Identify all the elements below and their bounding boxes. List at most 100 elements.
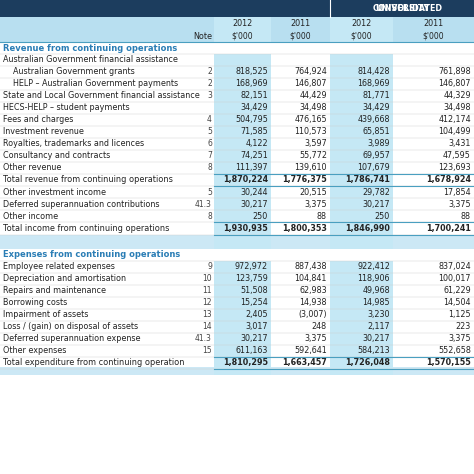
Text: HECS-HELP – student payments: HECS-HELP – student payments	[3, 103, 129, 112]
FancyBboxPatch shape	[330, 113, 393, 126]
FancyBboxPatch shape	[214, 137, 271, 149]
FancyBboxPatch shape	[214, 101, 271, 113]
Text: 14: 14	[202, 322, 212, 331]
Text: CONSOLIDATED: CONSOLIDATED	[373, 4, 443, 13]
FancyBboxPatch shape	[330, 297, 393, 309]
FancyBboxPatch shape	[214, 65, 271, 78]
FancyBboxPatch shape	[214, 320, 271, 332]
Text: UNIVERSITY: UNIVERSITY	[375, 4, 429, 13]
FancyBboxPatch shape	[330, 345, 393, 356]
Text: 30,217: 30,217	[363, 200, 390, 209]
Text: 110,573: 110,573	[294, 127, 327, 136]
Text: 761,898: 761,898	[438, 67, 471, 76]
Text: Note: Note	[193, 31, 212, 40]
FancyBboxPatch shape	[330, 284, 393, 297]
FancyBboxPatch shape	[214, 54, 271, 65]
Text: HELP – Australian Government payments: HELP – Australian Government payments	[3, 79, 178, 88]
Text: 12: 12	[202, 298, 212, 307]
Text: 552,658: 552,658	[438, 346, 471, 355]
FancyBboxPatch shape	[214, 261, 271, 273]
Text: 1,800,353: 1,800,353	[282, 224, 327, 233]
Text: Revenue from continuing operations: Revenue from continuing operations	[3, 44, 177, 53]
FancyBboxPatch shape	[0, 297, 474, 309]
FancyBboxPatch shape	[0, 261, 474, 273]
Text: 764,924: 764,924	[294, 67, 327, 76]
Text: 65,851: 65,851	[363, 127, 390, 136]
FancyBboxPatch shape	[330, 149, 393, 162]
FancyBboxPatch shape	[330, 273, 393, 284]
Text: Repairs and maintenance: Repairs and maintenance	[3, 286, 106, 295]
Text: 1,776,375: 1,776,375	[282, 175, 327, 184]
FancyBboxPatch shape	[0, 320, 474, 332]
FancyBboxPatch shape	[214, 173, 271, 186]
Text: 15,254: 15,254	[240, 298, 268, 307]
Text: 922,412: 922,412	[357, 262, 390, 271]
FancyBboxPatch shape	[330, 222, 393, 235]
Text: 818,525: 818,525	[235, 67, 268, 76]
Text: $'000: $'000	[290, 31, 311, 40]
Text: 3,375: 3,375	[448, 200, 471, 209]
Text: 1,846,990: 1,846,990	[345, 224, 390, 233]
FancyBboxPatch shape	[330, 198, 393, 210]
Text: 4: 4	[207, 115, 212, 124]
Text: 14,504: 14,504	[444, 298, 471, 307]
Text: 439,668: 439,668	[357, 115, 390, 124]
FancyBboxPatch shape	[330, 186, 393, 198]
Text: 611,163: 611,163	[236, 346, 268, 355]
Text: Fees and charges: Fees and charges	[3, 115, 73, 124]
FancyBboxPatch shape	[330, 356, 393, 369]
FancyBboxPatch shape	[330, 309, 393, 320]
FancyBboxPatch shape	[330, 137, 393, 149]
Text: 4,122: 4,122	[246, 139, 268, 148]
FancyBboxPatch shape	[214, 162, 271, 173]
FancyBboxPatch shape	[0, 356, 474, 369]
FancyBboxPatch shape	[214, 126, 271, 137]
Text: 1,125: 1,125	[448, 310, 471, 319]
Text: $'000: $'000	[423, 31, 444, 40]
Text: 139,610: 139,610	[294, 163, 327, 172]
FancyBboxPatch shape	[0, 30, 474, 42]
FancyBboxPatch shape	[0, 162, 474, 173]
Text: 248: 248	[312, 322, 327, 331]
Text: 972,972: 972,972	[235, 262, 268, 271]
Text: 30,217: 30,217	[363, 334, 390, 343]
FancyBboxPatch shape	[0, 235, 474, 248]
FancyBboxPatch shape	[0, 17, 474, 30]
Text: 1,810,295: 1,810,295	[223, 358, 268, 367]
Text: 100,017: 100,017	[438, 274, 471, 283]
Text: 412,174: 412,174	[438, 115, 471, 124]
FancyBboxPatch shape	[214, 235, 271, 248]
FancyBboxPatch shape	[330, 101, 393, 113]
Text: 69,957: 69,957	[362, 151, 390, 160]
Text: 47,595: 47,595	[443, 151, 471, 160]
Text: 88: 88	[461, 211, 471, 220]
FancyBboxPatch shape	[0, 149, 474, 162]
FancyBboxPatch shape	[214, 284, 271, 297]
Text: 123,759: 123,759	[235, 274, 268, 283]
Text: 10: 10	[202, 274, 212, 283]
Text: 8: 8	[207, 211, 212, 220]
FancyBboxPatch shape	[0, 198, 474, 210]
Text: Consultancy and contracts: Consultancy and contracts	[3, 151, 110, 160]
Text: 1,786,741: 1,786,741	[345, 175, 390, 184]
Text: 837,024: 837,024	[438, 262, 471, 271]
FancyBboxPatch shape	[0, 42, 474, 54]
Text: 7: 7	[207, 151, 212, 160]
Text: 146,807: 146,807	[294, 79, 327, 88]
Text: 2012: 2012	[232, 19, 253, 28]
Text: 3,375: 3,375	[304, 334, 327, 343]
Text: 34,498: 34,498	[300, 103, 327, 112]
Text: 74,251: 74,251	[240, 151, 268, 160]
FancyBboxPatch shape	[0, 309, 474, 320]
FancyBboxPatch shape	[0, 65, 474, 78]
Text: 30,217: 30,217	[240, 334, 268, 343]
FancyBboxPatch shape	[330, 162, 393, 173]
Text: Australian Government financial assistance: Australian Government financial assistan…	[3, 55, 178, 64]
Text: 104,499: 104,499	[438, 127, 471, 136]
FancyBboxPatch shape	[330, 173, 393, 186]
Text: 1,678,924: 1,678,924	[426, 175, 471, 184]
Text: Other investment income: Other investment income	[3, 188, 106, 197]
FancyBboxPatch shape	[0, 78, 474, 90]
Text: 5: 5	[207, 188, 212, 197]
FancyBboxPatch shape	[214, 78, 271, 90]
